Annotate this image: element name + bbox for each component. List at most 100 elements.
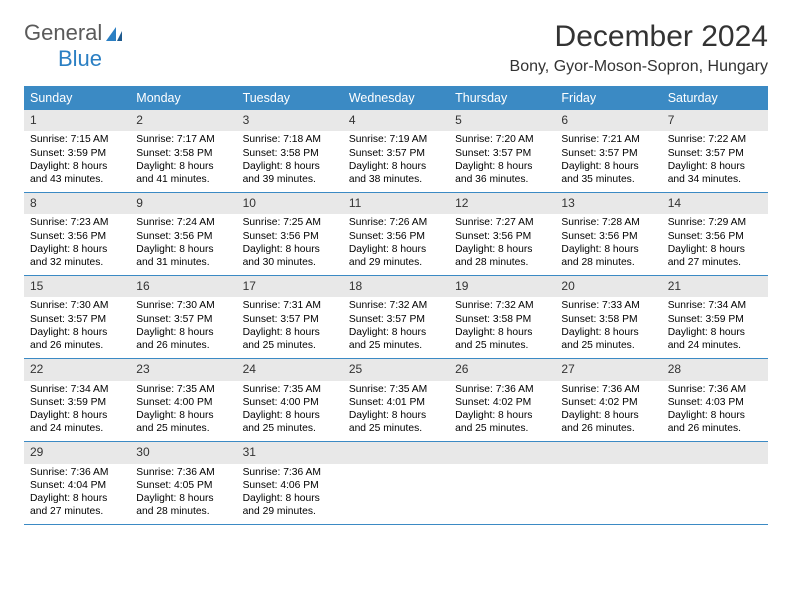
- day-cell: 9Sunrise: 7:24 AMSunset: 3:56 PMDaylight…: [130, 193, 236, 275]
- daylight-text-2: and 41 minutes.: [136, 173, 230, 186]
- day-number: 17: [237, 276, 343, 297]
- logo: General Blue: [24, 20, 124, 72]
- daylight-text-2: and 26 minutes.: [30, 339, 124, 352]
- logo-text-general: General: [24, 20, 102, 45]
- daylight-text-1: Daylight: 8 hours: [561, 243, 655, 256]
- sunset-text: Sunset: 3:57 PM: [136, 313, 230, 326]
- daylight-text-2: and 39 minutes.: [243, 173, 337, 186]
- sunset-text: Sunset: 3:59 PM: [668, 313, 762, 326]
- daylight-text-2: and 29 minutes.: [349, 256, 443, 269]
- sunset-text: Sunset: 4:06 PM: [243, 479, 337, 492]
- sunset-text: Sunset: 4:00 PM: [243, 396, 337, 409]
- sunset-text: Sunset: 3:56 PM: [30, 230, 124, 243]
- day-body: Sunrise: 7:36 AMSunset: 4:04 PMDaylight:…: [24, 464, 130, 525]
- dow-friday: Friday: [555, 86, 661, 110]
- day-number: 20: [555, 276, 661, 297]
- sunrise-text: Sunrise: 7:35 AM: [243, 383, 337, 396]
- sunset-text: Sunset: 3:58 PM: [243, 147, 337, 160]
- daylight-text-1: Daylight: 8 hours: [349, 409, 443, 422]
- sunset-text: Sunset: 3:56 PM: [349, 230, 443, 243]
- day-number: 26: [449, 359, 555, 380]
- day-number: 14: [662, 193, 768, 214]
- day-cell: 24Sunrise: 7:35 AMSunset: 4:00 PMDayligh…: [237, 359, 343, 441]
- logo-text-block: General Blue: [24, 20, 124, 72]
- daylight-text-1: Daylight: 8 hours: [561, 409, 655, 422]
- title-block: December 2024 Bony, Gyor-Moson-Sopron, H…: [510, 20, 768, 76]
- sunrise-text: Sunrise: 7:36 AM: [136, 466, 230, 479]
- day-number: 27: [555, 359, 661, 380]
- daylight-text-2: and 36 minutes.: [455, 173, 549, 186]
- sunset-text: Sunset: 4:05 PM: [136, 479, 230, 492]
- sunrise-text: Sunrise: 7:35 AM: [136, 383, 230, 396]
- day-body: [555, 464, 661, 522]
- sunrise-text: Sunrise: 7:30 AM: [136, 299, 230, 312]
- day-number: 16: [130, 276, 236, 297]
- day-body: Sunrise: 7:21 AMSunset: 3:57 PMDaylight:…: [555, 131, 661, 192]
- daylight-text-2: and 25 minutes.: [349, 339, 443, 352]
- day-body: Sunrise: 7:19 AMSunset: 3:57 PMDaylight:…: [343, 131, 449, 192]
- day-body: [662, 464, 768, 522]
- day-number: [449, 442, 555, 463]
- daylight-text-1: Daylight: 8 hours: [136, 243, 230, 256]
- sunrise-text: Sunrise: 7:18 AM: [243, 133, 337, 146]
- weeks-container: 1Sunrise: 7:15 AMSunset: 3:59 PMDaylight…: [24, 110, 768, 525]
- day-number: 7: [662, 110, 768, 131]
- day-body: Sunrise: 7:30 AMSunset: 3:57 PMDaylight:…: [24, 297, 130, 358]
- daylight-text-1: Daylight: 8 hours: [668, 160, 762, 173]
- daylight-text-2: and 32 minutes.: [30, 256, 124, 269]
- daylight-text-1: Daylight: 8 hours: [30, 326, 124, 339]
- dow-sunday: Sunday: [24, 86, 130, 110]
- day-number: 28: [662, 359, 768, 380]
- daylight-text-2: and 25 minutes.: [136, 422, 230, 435]
- sunrise-text: Sunrise: 7:36 AM: [455, 383, 549, 396]
- day-body: Sunrise: 7:18 AMSunset: 3:58 PMDaylight:…: [237, 131, 343, 192]
- day-number: [555, 442, 661, 463]
- day-cell: 6Sunrise: 7:21 AMSunset: 3:57 PMDaylight…: [555, 110, 661, 192]
- daylight-text-2: and 34 minutes.: [668, 173, 762, 186]
- day-body: Sunrise: 7:32 AMSunset: 3:57 PMDaylight:…: [343, 297, 449, 358]
- day-cell: 5Sunrise: 7:20 AMSunset: 3:57 PMDaylight…: [449, 110, 555, 192]
- daylight-text-2: and 28 minutes.: [455, 256, 549, 269]
- day-cell: 14Sunrise: 7:29 AMSunset: 3:56 PMDayligh…: [662, 193, 768, 275]
- week-row: 8Sunrise: 7:23 AMSunset: 3:56 PMDaylight…: [24, 193, 768, 276]
- dow-tuesday: Tuesday: [237, 86, 343, 110]
- sunset-text: Sunset: 4:01 PM: [349, 396, 443, 409]
- daylight-text-1: Daylight: 8 hours: [561, 160, 655, 173]
- dow-monday: Monday: [130, 86, 236, 110]
- day-cell: 29Sunrise: 7:36 AMSunset: 4:04 PMDayligh…: [24, 442, 130, 524]
- sunset-text: Sunset: 3:58 PM: [136, 147, 230, 160]
- daylight-text-1: Daylight: 8 hours: [455, 243, 549, 256]
- daylight-text-1: Daylight: 8 hours: [30, 492, 124, 505]
- day-cell: 22Sunrise: 7:34 AMSunset: 3:59 PMDayligh…: [24, 359, 130, 441]
- sunrise-text: Sunrise: 7:34 AM: [668, 299, 762, 312]
- day-cell: 15Sunrise: 7:30 AMSunset: 3:57 PMDayligh…: [24, 276, 130, 358]
- day-cell: 17Sunrise: 7:31 AMSunset: 3:57 PMDayligh…: [237, 276, 343, 358]
- day-number: 5: [449, 110, 555, 131]
- daylight-text-1: Daylight: 8 hours: [455, 160, 549, 173]
- sunrise-text: Sunrise: 7:31 AM: [243, 299, 337, 312]
- daylight-text-2: and 28 minutes.: [561, 256, 655, 269]
- daylight-text-1: Daylight: 8 hours: [668, 243, 762, 256]
- day-number: 30: [130, 442, 236, 463]
- daylight-text-2: and 29 minutes.: [243, 505, 337, 518]
- sunset-text: Sunset: 4:02 PM: [455, 396, 549, 409]
- day-body: Sunrise: 7:27 AMSunset: 3:56 PMDaylight:…: [449, 214, 555, 275]
- sunset-text: Sunset: 3:57 PM: [561, 147, 655, 160]
- day-body: Sunrise: 7:35 AMSunset: 4:01 PMDaylight:…: [343, 381, 449, 442]
- daylight-text-1: Daylight: 8 hours: [136, 409, 230, 422]
- sunset-text: Sunset: 4:04 PM: [30, 479, 124, 492]
- sunrise-text: Sunrise: 7:30 AM: [30, 299, 124, 312]
- daylight-text-2: and 28 minutes.: [136, 505, 230, 518]
- calendar: Sunday Monday Tuesday Wednesday Thursday…: [0, 86, 792, 525]
- sunset-text: Sunset: 4:00 PM: [136, 396, 230, 409]
- daylight-text-2: and 25 minutes.: [243, 422, 337, 435]
- day-cell: 20Sunrise: 7:33 AMSunset: 3:58 PMDayligh…: [555, 276, 661, 358]
- daylight-text-1: Daylight: 8 hours: [136, 160, 230, 173]
- sunrise-text: Sunrise: 7:32 AM: [349, 299, 443, 312]
- day-number: 19: [449, 276, 555, 297]
- day-body: [449, 464, 555, 522]
- sunrise-text: Sunrise: 7:35 AM: [349, 383, 443, 396]
- day-cell: 28Sunrise: 7:36 AMSunset: 4:03 PMDayligh…: [662, 359, 768, 441]
- day-cell: [449, 442, 555, 524]
- day-number: 10: [237, 193, 343, 214]
